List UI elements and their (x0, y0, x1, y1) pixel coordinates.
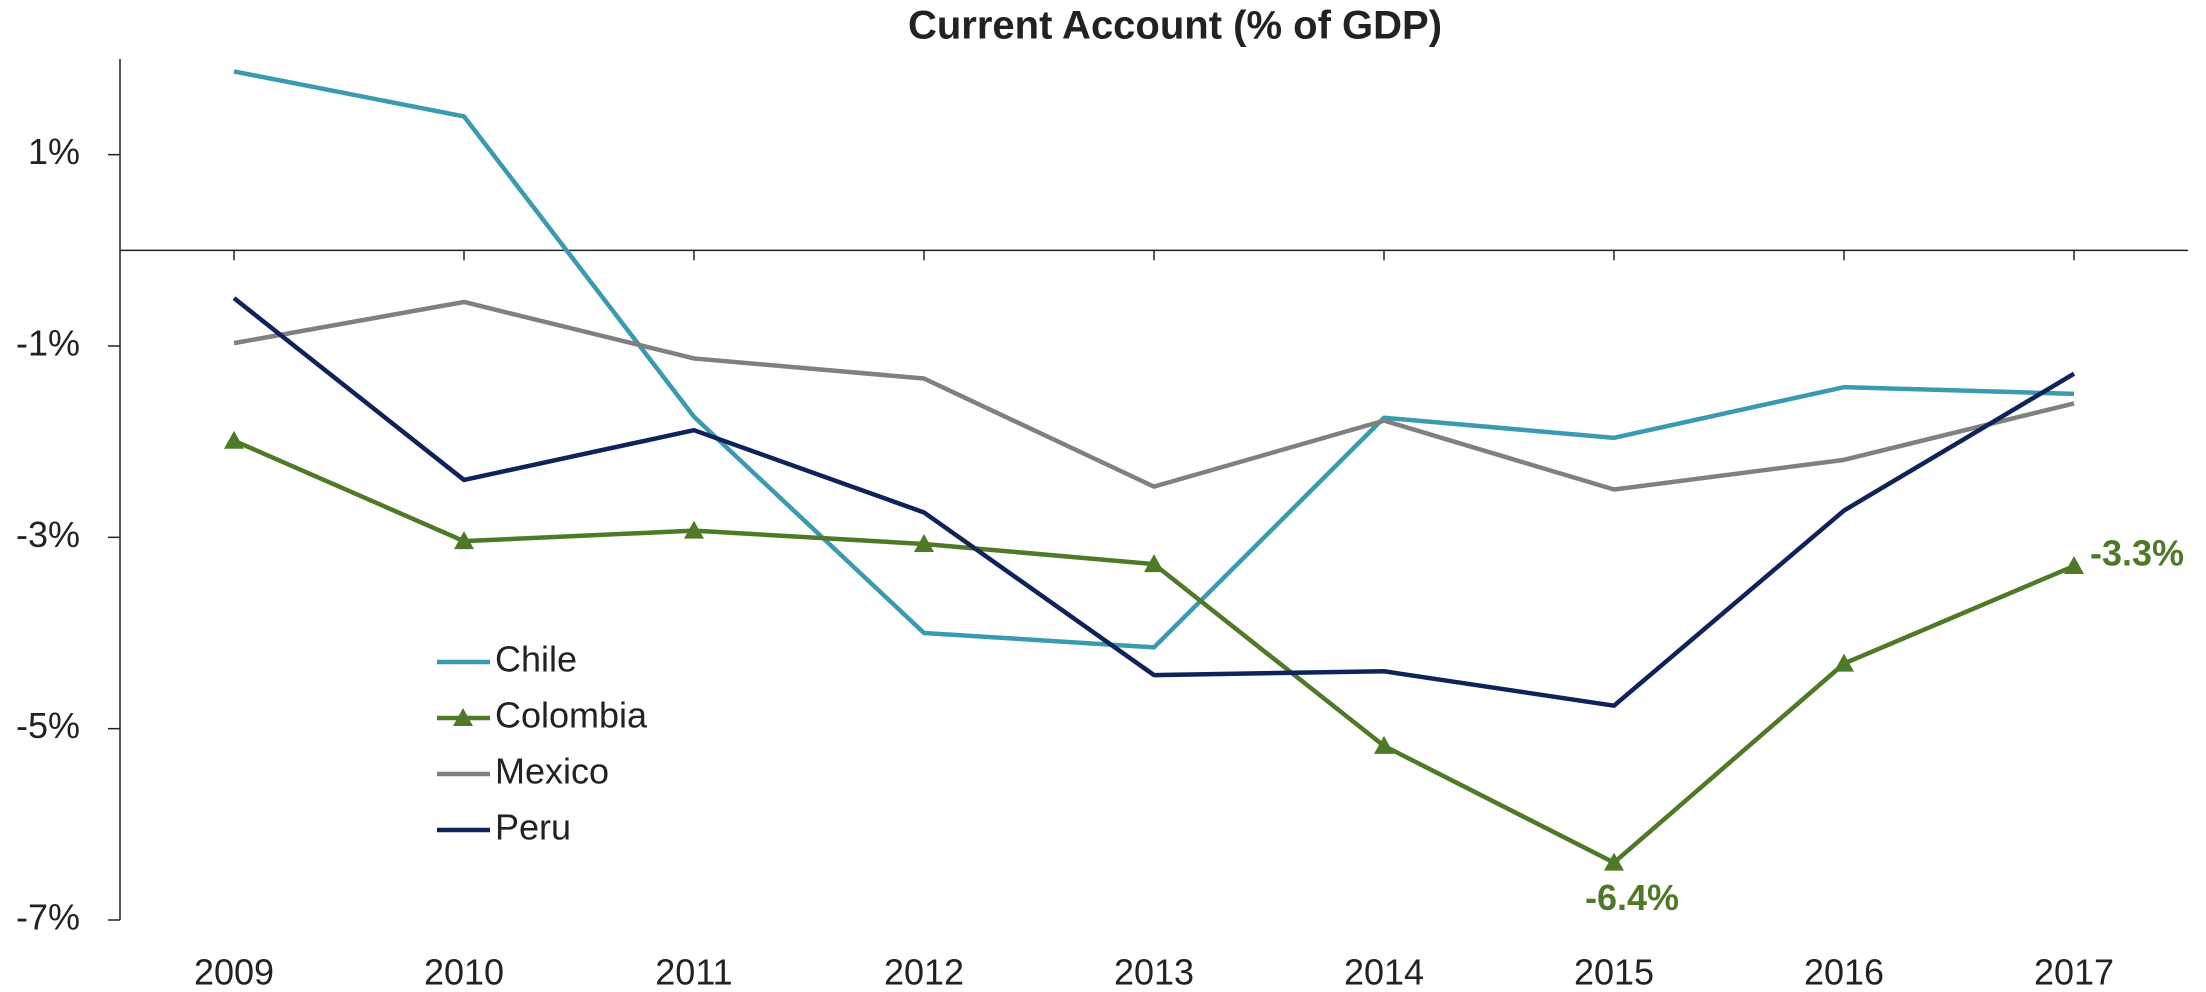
legend-label: Mexico (495, 751, 609, 792)
legend-marker (453, 708, 473, 726)
x-tick-label: 2009 (194, 952, 274, 992)
x-tick-label: 2017 (2034, 952, 2114, 992)
y-tick-label: -7% (16, 897, 80, 938)
y-tick-label: -1% (16, 323, 80, 364)
x-tick-label: 2010 (424, 952, 504, 992)
legend-label: Peru (495, 807, 571, 848)
y-tick-label: -3% (16, 514, 80, 555)
marker (1834, 653, 1854, 672)
x-tick-label: 2016 (1804, 952, 1884, 992)
series-line (232, 296, 2076, 708)
value-label: -6.4% (1585, 877, 1679, 918)
marker (454, 531, 474, 550)
y-tick-label: -5% (16, 705, 80, 746)
x-tick-label: 2012 (884, 952, 964, 992)
value-label: -3.3% (2090, 533, 2184, 574)
series-line (233, 69, 2075, 650)
marker (684, 520, 704, 539)
x-tick-label: 2013 (1114, 952, 1194, 992)
marker (2064, 556, 2084, 575)
marker (1374, 735, 1394, 754)
marker (1144, 554, 1164, 573)
x-tick-label: 2014 (1344, 952, 1424, 992)
legend-label: Colombia (495, 695, 648, 736)
y-tick-label: 1% (28, 131, 80, 172)
marker (914, 534, 934, 553)
series-line (233, 299, 2075, 492)
legend-label: Chile (495, 639, 577, 680)
x-tick-label: 2011 (655, 952, 732, 992)
x-tick-label: 2015 (1574, 952, 1654, 992)
chart-title: Current Account (% of GDP) (908, 4, 1442, 48)
marker (1604, 852, 1624, 871)
marker (224, 430, 244, 449)
